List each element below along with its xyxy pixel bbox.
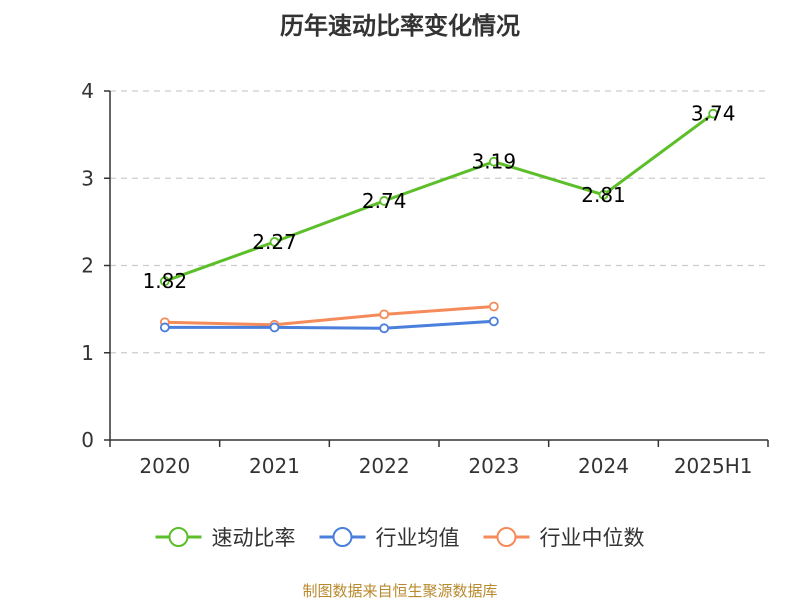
x-tick-label: 2021	[249, 454, 300, 478]
data-point	[708, 108, 719, 119]
y-tick-label: 4	[81, 79, 94, 103]
data-label: 1.82	[143, 269, 188, 293]
y-tick-label: 2	[81, 254, 94, 278]
series-line	[163, 319, 496, 330]
data-point	[379, 196, 390, 206]
y-tick-label: 1	[81, 341, 94, 365]
y-tick-label: 3	[81, 166, 94, 190]
data-point	[269, 322, 280, 333]
axes: 0 1 2 3 4 2020 2021 2022 2023 2024 2025H1	[81, 79, 769, 478]
data-point	[488, 156, 499, 167]
x-tick-label: 2024	[578, 454, 629, 478]
series-line	[163, 112, 715, 283]
data-label: 2.27	[252, 230, 297, 254]
source-note: 制图数据来自恒生聚源数据库	[302, 582, 497, 600]
legend-item[interactable]: 行业均值	[319, 526, 460, 550]
x-tick-label: 2023	[468, 454, 519, 478]
legend-label: 行业中位数	[540, 526, 645, 550]
legend-marker	[168, 527, 189, 547]
data-point	[379, 323, 390, 334]
x-tick-label: 2022	[359, 454, 410, 478]
legend-item[interactable]: 速动比率	[155, 526, 296, 550]
data-point	[159, 322, 170, 333]
grid	[110, 90, 768, 354]
data-label: 3.74	[691, 102, 736, 126]
data-point	[488, 316, 499, 327]
x-tick-label: 2025H1	[674, 454, 753, 478]
legend-label: 速动比率	[212, 526, 296, 550]
data-label: 3.19	[472, 150, 517, 174]
chart-title: 历年速动比率变化情况	[280, 12, 520, 40]
x-tick-label: 2020	[139, 454, 190, 478]
data-label: 2.74	[362, 189, 407, 213]
data-point	[159, 276, 170, 287]
data-point	[598, 189, 609, 200]
series-line	[163, 305, 496, 327]
series-layer: 1.82 2.27 2.74 3.19 2.81 3.74	[143, 102, 736, 334]
legend-label: 行业均值	[376, 526, 460, 550]
y-tick-label: 0	[81, 428, 94, 452]
data-label: 2.81	[581, 183, 626, 207]
legend-item[interactable]: 行业中位数	[483, 526, 645, 550]
data-point	[269, 237, 280, 247]
data-point	[379, 309, 390, 320]
legend[interactable]: 速动比率 行业均值 行业中位数	[155, 526, 645, 550]
legend-marker	[332, 527, 353, 547]
data-point	[488, 301, 499, 312]
legend-marker	[496, 527, 517, 547]
